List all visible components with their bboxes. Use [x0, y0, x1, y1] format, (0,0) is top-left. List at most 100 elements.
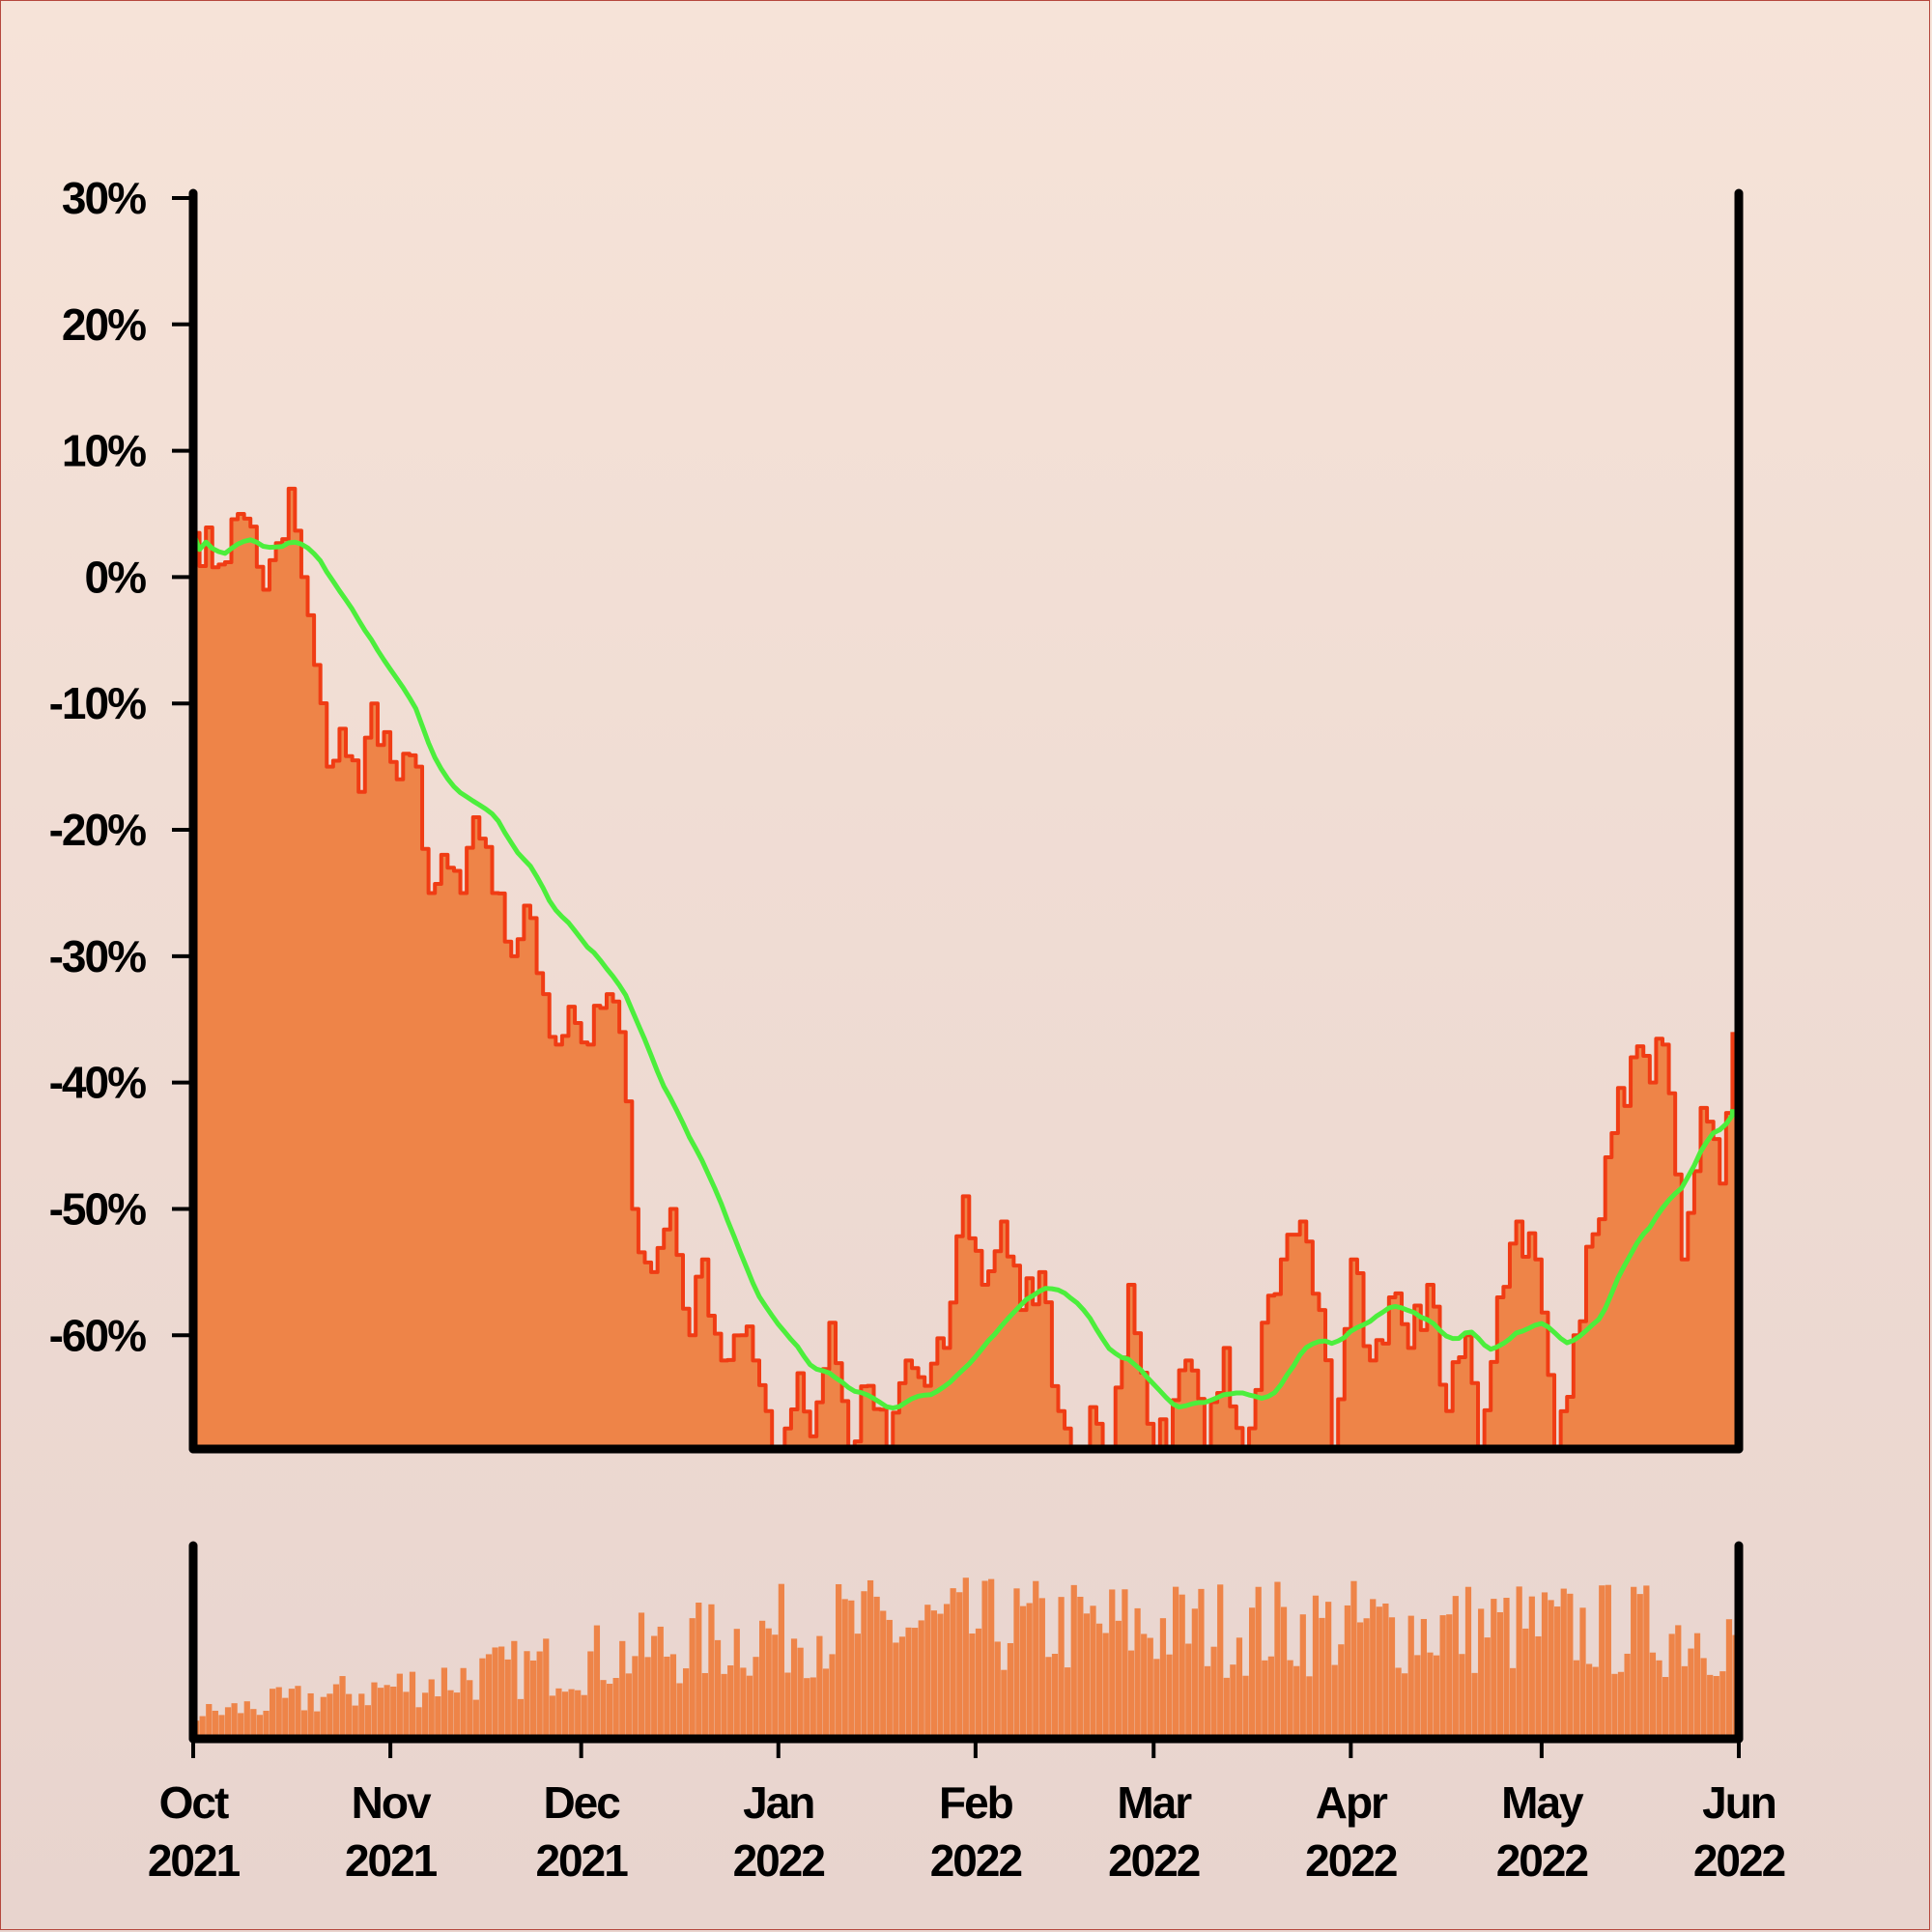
volume-bar: [1350, 1580, 1357, 1739]
volume-bar: [1147, 1637, 1153, 1739]
volume-bar: [346, 1693, 353, 1739]
volume-bar: [682, 1668, 690, 1739]
volume-bar: [435, 1696, 441, 1739]
volume-bar: [969, 1634, 976, 1739]
volume-bar: [1083, 1613, 1091, 1739]
volume-bar: [1312, 1595, 1320, 1739]
x-tick-month: Dec: [543, 1777, 620, 1828]
volume-bar: [1662, 1677, 1669, 1739]
volume-bar: [371, 1682, 378, 1739]
volume-bar: [784, 1672, 791, 1739]
volume-bar: [1045, 1657, 1052, 1739]
volume-bar: [511, 1640, 518, 1739]
volume-bar: [593, 1625, 601, 1739]
volume-bar: [1204, 1665, 1211, 1739]
volume-bar: [409, 1671, 416, 1739]
volume-bar: [632, 1656, 639, 1739]
volume-bar: [575, 1690, 582, 1739]
volume-bar: [549, 1695, 555, 1739]
volume-bar: [619, 1640, 626, 1739]
volume-bar: [555, 1688, 562, 1739]
volume-bar: [1402, 1673, 1408, 1739]
volume-bar: [1038, 1598, 1045, 1739]
volume-bar: [1509, 1667, 1517, 1739]
volume-bar: [1579, 1607, 1586, 1739]
x-tick-month: Feb: [939, 1777, 1013, 1828]
volume-bar: [733, 1629, 740, 1739]
volume-bar: [300, 1710, 308, 1739]
volume-bar: [1522, 1628, 1529, 1739]
volume-bar: [1631, 1586, 1637, 1739]
volume-bar: [898, 1636, 906, 1739]
volume-bar: [1560, 1588, 1567, 1739]
volume-bar: [282, 1697, 289, 1739]
volume-bar: [1528, 1596, 1535, 1739]
x-tick-year: 2022: [1693, 1835, 1785, 1886]
volume-bar: [790, 1638, 798, 1739]
x-tick-month: Apr: [1316, 1777, 1388, 1828]
volume-bar: [1179, 1594, 1185, 1739]
volume-bar: [568, 1689, 575, 1739]
volume-bar: [1280, 1606, 1288, 1739]
volume-bar: [1427, 1652, 1434, 1739]
volume-bar: [1700, 1658, 1707, 1739]
volume-bar: [1656, 1660, 1662, 1739]
volume-bar: [1464, 1586, 1472, 1739]
x-tick-year: 2022: [733, 1835, 825, 1886]
volume-bar: [1070, 1584, 1077, 1739]
volume-bar: [504, 1659, 511, 1739]
volume-bar: [753, 1657, 759, 1739]
volume-bar: [829, 1654, 836, 1739]
volume-bar: [320, 1696, 327, 1739]
volume-bar: [1388, 1617, 1396, 1739]
axes-layer: [188, 188, 1744, 1744]
volume-bar: [759, 1620, 766, 1739]
volume-bar: [250, 1709, 257, 1739]
volume-bar: [1287, 1660, 1293, 1739]
x-tick-year: 2021: [148, 1835, 241, 1886]
volume-bar: [981, 1580, 988, 1739]
volume-bar: [651, 1635, 658, 1739]
volume-bar: [1725, 1619, 1733, 1739]
volume-bar: [1541, 1592, 1548, 1739]
volume-bar: [1459, 1654, 1465, 1739]
volume-bar: [581, 1694, 587, 1739]
volume-bar: [307, 1692, 314, 1739]
volume-bar: [415, 1707, 422, 1739]
volume-bar: [364, 1705, 372, 1739]
volume-bar: [467, 1680, 473, 1739]
volume-bar: [1407, 1615, 1414, 1739]
volume-bar: [447, 1690, 454, 1739]
volume-bar: [1210, 1646, 1217, 1739]
volume-bar: [727, 1665, 734, 1739]
volume-bar: [212, 1710, 218, 1739]
volume-bar: [1484, 1637, 1491, 1739]
volume-bar: [924, 1605, 931, 1739]
x-tick-year: 2022: [1108, 1835, 1200, 1886]
volume-bar: [1370, 1599, 1377, 1739]
volume-bar: [816, 1635, 823, 1739]
volume-bar: [1166, 1654, 1173, 1739]
volume-bar: [1414, 1655, 1421, 1739]
volume-bar: [867, 1579, 874, 1739]
volume-bar: [1325, 1602, 1332, 1739]
volume-bar: [339, 1676, 346, 1739]
volume-bar: [231, 1703, 238, 1739]
volume-bar: [772, 1634, 779, 1739]
volume-bar: [1090, 1605, 1096, 1739]
volume-bar: [1554, 1606, 1561, 1739]
volume-bar: [1293, 1665, 1300, 1739]
volume-bar: [912, 1628, 919, 1739]
volume-bar: [1217, 1584, 1224, 1739]
volume-bar: [314, 1711, 321, 1739]
x-tick-year: 2022: [930, 1835, 1022, 1886]
volume-bar: [206, 1704, 213, 1739]
volume-bar: [492, 1647, 498, 1739]
volume-bar: [561, 1691, 569, 1739]
volume-bar: [1051, 1653, 1059, 1739]
volume-bar: [1668, 1634, 1675, 1739]
volume-bar: [1356, 1622, 1364, 1739]
volume-bar: [962, 1577, 969, 1739]
volume-bar: [822, 1668, 830, 1739]
volume-bar: [485, 1654, 493, 1739]
